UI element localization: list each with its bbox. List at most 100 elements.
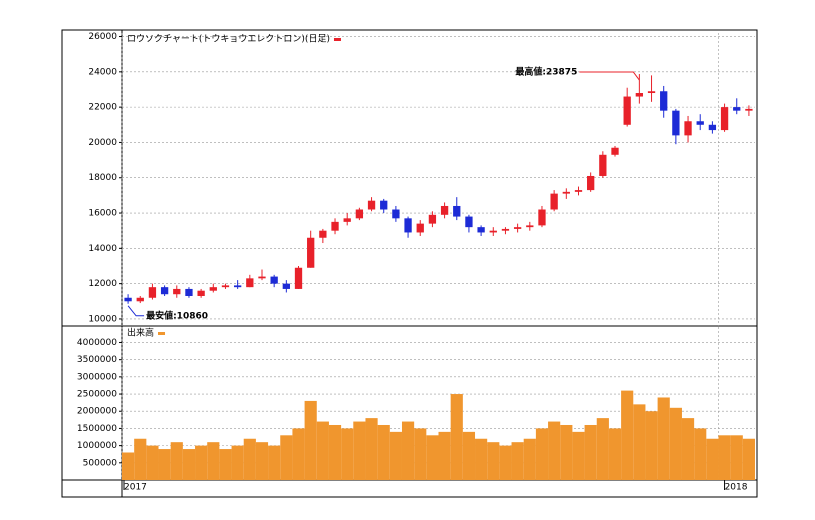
y-tick-label: 4000000 — [77, 338, 117, 348]
candle-body — [587, 175, 595, 191]
annotation: 最高値:23875 — [515, 66, 577, 78]
candle-body — [489, 230, 497, 233]
volume-bar — [146, 445, 159, 480]
volume-bar — [499, 445, 512, 480]
volume-bar — [475, 438, 488, 480]
candle-body — [647, 91, 656, 94]
volume-bar — [122, 452, 135, 480]
candle-body — [501, 228, 510, 231]
y-tick-label: 2000000 — [77, 407, 117, 417]
frame — [61, 29, 758, 498]
candle-body — [745, 108, 753, 111]
volume-bar — [377, 424, 390, 480]
y-tick-label: 500000 — [83, 458, 118, 468]
y-tick-label: 1000000 — [77, 441, 117, 451]
candle-body — [660, 91, 668, 111]
candle-body — [550, 193, 558, 210]
candle-body — [684, 121, 692, 136]
candle-body — [392, 209, 400, 219]
candle-body — [380, 200, 388, 210]
y-tick-label: 24000 — [88, 67, 117, 77]
candle-body — [307, 237, 315, 268]
candle-body — [513, 227, 522, 229]
candle-body — [160, 287, 169, 295]
annotation-leader — [127, 305, 145, 317]
volume-bar — [730, 435, 743, 480]
y-tick-label: 1500000 — [77, 424, 117, 434]
volume-bar — [584, 424, 597, 480]
candle-body — [708, 124, 717, 131]
candle-body — [599, 154, 607, 176]
volume-bar — [414, 428, 427, 480]
volume-bar — [596, 418, 609, 480]
candle-body — [319, 230, 327, 238]
volume-bar — [511, 442, 524, 480]
y-tick-label: 3500000 — [77, 355, 117, 365]
legend-label: ロウソクチャート(トウキョウエレクトロン)(日足) — [127, 34, 330, 45]
volume-bar — [694, 428, 707, 480]
candle-body — [294, 267, 303, 289]
volume-bar — [657, 397, 670, 480]
volume-bar — [548, 421, 561, 480]
legend-label: 出来高 — [127, 327, 154, 339]
candle-body — [343, 218, 351, 222]
volume-bar — [401, 421, 415, 480]
volume-bar — [207, 442, 220, 480]
volume-bar — [718, 435, 731, 480]
candle-body — [209, 287, 217, 291]
y-tick-label: 22000 — [88, 103, 117, 113]
candle-body — [720, 107, 729, 131]
candle-body — [416, 223, 424, 233]
volume-bar — [316, 421, 329, 480]
y-tick-label: 10000 — [88, 314, 117, 324]
volume-bar — [389, 431, 402, 480]
candle-body — [526, 225, 534, 228]
candle-body — [270, 276, 278, 284]
volume-bar — [742, 438, 755, 480]
y-tick-label: 3000000 — [77, 372, 117, 382]
candle-body — [733, 107, 741, 111]
volume-bar — [255, 442, 269, 480]
candle-body — [635, 93, 644, 97]
y-tick-label: 26000 — [88, 32, 117, 42]
candle-body — [246, 278, 254, 288]
volume-bar — [170, 442, 183, 480]
volume-bar — [633, 404, 646, 480]
candle-body — [331, 221, 339, 231]
candle-body — [282, 283, 290, 289]
candle-body — [562, 191, 570, 194]
y-tick-label: 12000 — [88, 279, 117, 289]
y-tick-label: 16000 — [88, 209, 117, 219]
volume-bar — [182, 449, 196, 480]
x-tick-label: 2017 — [124, 483, 147, 493]
candle-body — [258, 276, 266, 279]
volume-bar — [572, 431, 585, 480]
volume-bar — [560, 424, 573, 480]
volume-bar — [608, 428, 622, 480]
candle-body — [465, 216, 473, 228]
volume-bar — [365, 418, 378, 480]
volume-bar — [669, 407, 682, 480]
candle-body — [611, 147, 619, 155]
volume-bar — [523, 438, 536, 480]
legend-swatch — [158, 332, 166, 335]
candle-body — [136, 297, 144, 302]
volume-bar — [195, 445, 208, 480]
candle-body — [233, 285, 242, 288]
volume-bar — [304, 400, 317, 480]
volume-bar — [438, 431, 451, 480]
volume-bar — [621, 390, 634, 480]
annotation: 最安値:10860 — [146, 309, 208, 321]
candle-body — [696, 121, 704, 125]
y-tick-label: 18000 — [88, 173, 117, 183]
candle-body — [404, 218, 412, 233]
volume-bar — [134, 438, 147, 480]
volume-bar — [450, 394, 463, 480]
volume-bar — [426, 435, 439, 480]
candle-body — [185, 288, 193, 296]
volume-bar — [645, 411, 658, 480]
candle-body — [428, 214, 437, 224]
volume-bar — [219, 449, 232, 480]
volume-bar — [328, 424, 342, 480]
